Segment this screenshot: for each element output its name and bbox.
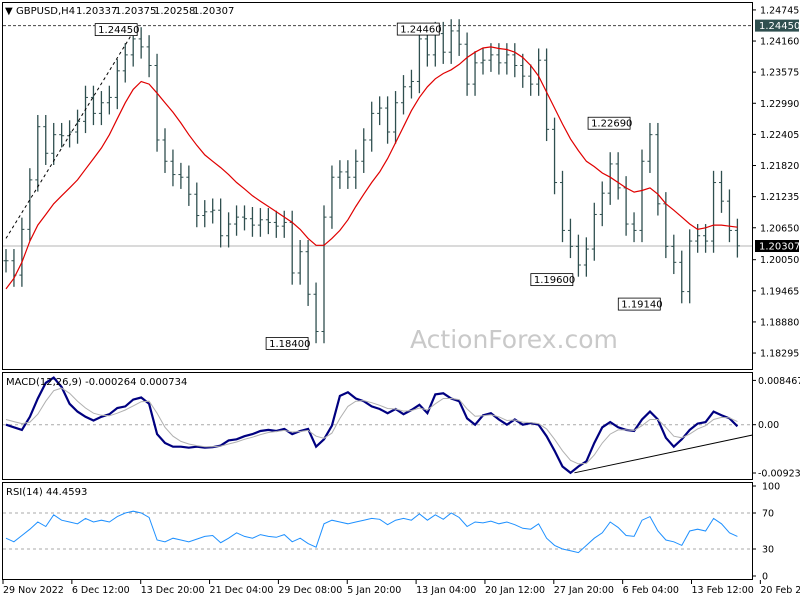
macd-panel-frame: [2, 372, 753, 480]
x-axis-label: 20 Jan 12:00: [485, 585, 545, 596]
price-layer: 1.24450 1.24460 1.18400 1.22690 1.19600 1.191…: [3, 19, 752, 350]
ohlc-open: 1.20337: [76, 6, 117, 17]
macd-header: MACD(12,26,9) -0.000264 0.000734: [6, 377, 187, 388]
price-axis-label: 1.24745: [760, 5, 799, 16]
x-axis-label: 20 Feb 20:00: [760, 585, 800, 596]
price-axis-label: 1.19465: [760, 286, 799, 297]
x-axis-label: 27 Jan 20:00: [554, 585, 614, 596]
price-header-triangle-icon: ▼: [5, 6, 13, 17]
macd-signal-line: [5, 387, 738, 465]
rsi-layer: [3, 510, 752, 554]
x-axis-label: 21 Dec 04:00: [210, 585, 274, 596]
price-axis-label: 1.18295: [760, 349, 799, 360]
ohlc-low: 1.20258: [154, 6, 195, 17]
x-axis-label: 5 Jan 20:00: [347, 585, 401, 596]
price-axis-label: 1.22405: [760, 130, 799, 141]
price-axis-label: 1.20050: [760, 255, 799, 266]
high-price-box: [755, 19, 799, 32]
current-price-box: [755, 240, 799, 253]
macd-layer: [3, 376, 753, 475]
annotation-label: 1.18400: [269, 339, 310, 350]
moving-average-line: [5, 46, 738, 290]
annotation-label: 1.19600: [534, 275, 575, 286]
ohlc-close: 1.20307: [193, 6, 234, 17]
macd-line: [5, 376, 739, 475]
price-panel-frame: [2, 2, 753, 370]
macd-axis-label: 0.00: [758, 420, 779, 431]
rsi-axis-label: 30: [762, 545, 774, 556]
annotation-box: [396, 22, 440, 36]
annotation-box: [530, 273, 574, 287]
price-axis-label: 1.21820: [760, 161, 799, 172]
rsi-axis-label: 100: [762, 482, 780, 493]
rsi-line: [5, 510, 738, 554]
ohlc-high: 1.20375: [115, 6, 156, 17]
annotation-label: 1.24460: [400, 25, 441, 36]
current-price-box-label: 1.20307: [759, 242, 800, 253]
annotation-label: 1.22690: [591, 119, 632, 130]
x-axis-label: 29 Dec 08:00: [278, 585, 342, 596]
rsi-panel-frame: [2, 482, 753, 580]
annotation-label: 1.19140: [621, 300, 662, 311]
price-axis-label: 1.24160: [760, 37, 799, 48]
x-axis-label: 13 Feb 12:00: [692, 585, 754, 596]
annotation-box: [587, 116, 631, 130]
x-axis-label: 6 Feb 04:00: [623, 585, 679, 596]
x-axis-label: 6 Dec 12:00: [72, 585, 130, 596]
macd-axis-label: 0.008467: [758, 376, 800, 387]
macd-trendline: [574, 434, 753, 474]
annotation-box: [617, 297, 661, 311]
x-axis-label: 13 Jan 04:00: [416, 585, 476, 596]
watermark: ActionForex.com: [410, 325, 618, 354]
rsi-axis-label: 0: [762, 572, 768, 583]
annotation-box: [94, 23, 138, 37]
macd-axis-label: -0.009233: [758, 468, 800, 479]
price-axis-label: 1.21235: [760, 192, 799, 203]
symbol-header: GBPUSD,H4: [16, 6, 75, 17]
price-axis-label: 1.18880: [760, 317, 799, 328]
price-axis-label: 1.23575: [760, 68, 799, 79]
high-price-box-label: 1.24450: [759, 21, 800, 32]
annotation-label: 1.24450: [98, 25, 139, 36]
rsi-header: RSI(14) 44.4593: [6, 487, 87, 498]
rsi-axis-label: 70: [762, 509, 774, 520]
x-axis-label: 29 Nov 2022: [3, 585, 64, 596]
annotation-box: [265, 337, 309, 350]
price-axis-label: 1.20650: [760, 223, 799, 234]
price-axis-label: 1.22990: [760, 99, 799, 110]
x-axis-label: 13 Dec 20:00: [141, 585, 205, 596]
axis-layer: 1.24745 1.24160 1.23575 1.22990 1.22405 1.218…: [2, 5, 800, 596]
